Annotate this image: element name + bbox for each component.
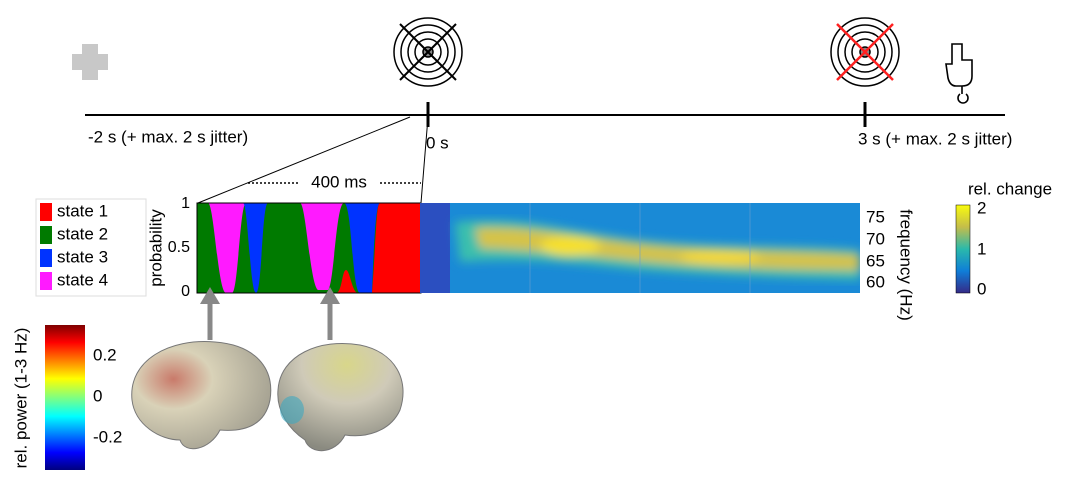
frequency-label: frequency (Hz) bbox=[897, 209, 916, 320]
power-colorbar bbox=[45, 325, 85, 470]
fixation-cross bbox=[72, 44, 108, 80]
tick-label: 0.5 bbox=[168, 239, 190, 256]
hand-icon bbox=[946, 44, 972, 103]
change-colorbar bbox=[956, 205, 970, 293]
window-label: 400 ms bbox=[311, 172, 367, 191]
heatmap bbox=[420, 203, 860, 293]
tick-label: 1 bbox=[977, 239, 986, 258]
tick-label: 0 bbox=[93, 386, 102, 405]
start-label: -2 s (+ max. 2 s jitter) bbox=[88, 127, 248, 146]
legend-swatch bbox=[40, 249, 52, 267]
frequency-ticks: 75 70 65 60 bbox=[866, 207, 885, 291]
legend-swatch bbox=[40, 203, 52, 221]
timeline bbox=[85, 102, 1005, 203]
power-colorbar-label: rel. power (1-3 Hz) bbox=[11, 328, 30, 469]
probability-label: probability bbox=[146, 209, 165, 287]
change-colorbar-label: rel. change bbox=[968, 179, 1052, 198]
tick-label: -0.2 bbox=[93, 427, 122, 446]
figure: -2 s (+ max. 2 s jitter) 0 s 3 s (+ max.… bbox=[0, 0, 1072, 489]
change-colorbar-ticks: 2 1 0 bbox=[977, 198, 986, 298]
legend-label: state 3 bbox=[57, 247, 108, 266]
page: {"timeline": {"start_label": "-2 s (+ ma… bbox=[0, 0, 1072, 489]
tick-label: 1 bbox=[181, 195, 190, 212]
brain-highlight bbox=[280, 396, 304, 424]
end-label: 3 s (+ max. 2 s jitter) bbox=[858, 129, 1012, 148]
probability-ticks: 10.50 bbox=[168, 195, 190, 300]
tick-label: 0 bbox=[977, 279, 986, 298]
state-plot bbox=[197, 203, 421, 293]
legend-swatch bbox=[40, 272, 52, 290]
target-icon-red bbox=[831, 18, 899, 86]
tick-label: 60 bbox=[866, 272, 885, 291]
legend-label: state 4 bbox=[57, 270, 108, 289]
legend-label: state 2 bbox=[57, 224, 108, 243]
tick-label: 0.2 bbox=[93, 345, 117, 364]
legend-swatch bbox=[40, 226, 52, 244]
arrows bbox=[200, 287, 340, 340]
power-colorbar-ticks: 0.2 0 -0.2 bbox=[93, 345, 122, 446]
tick-label: 65 bbox=[866, 251, 885, 270]
tick-label: 70 bbox=[866, 229, 885, 248]
tick-label: 0 bbox=[181, 283, 190, 300]
legend-label: state 1 bbox=[57, 201, 108, 220]
zero-label: 0 s bbox=[426, 133, 449, 152]
brain-left bbox=[132, 342, 271, 449]
tick-label: 75 bbox=[866, 207, 885, 226]
target-icon bbox=[394, 18, 462, 86]
tick-label: 2 bbox=[977, 198, 986, 217]
